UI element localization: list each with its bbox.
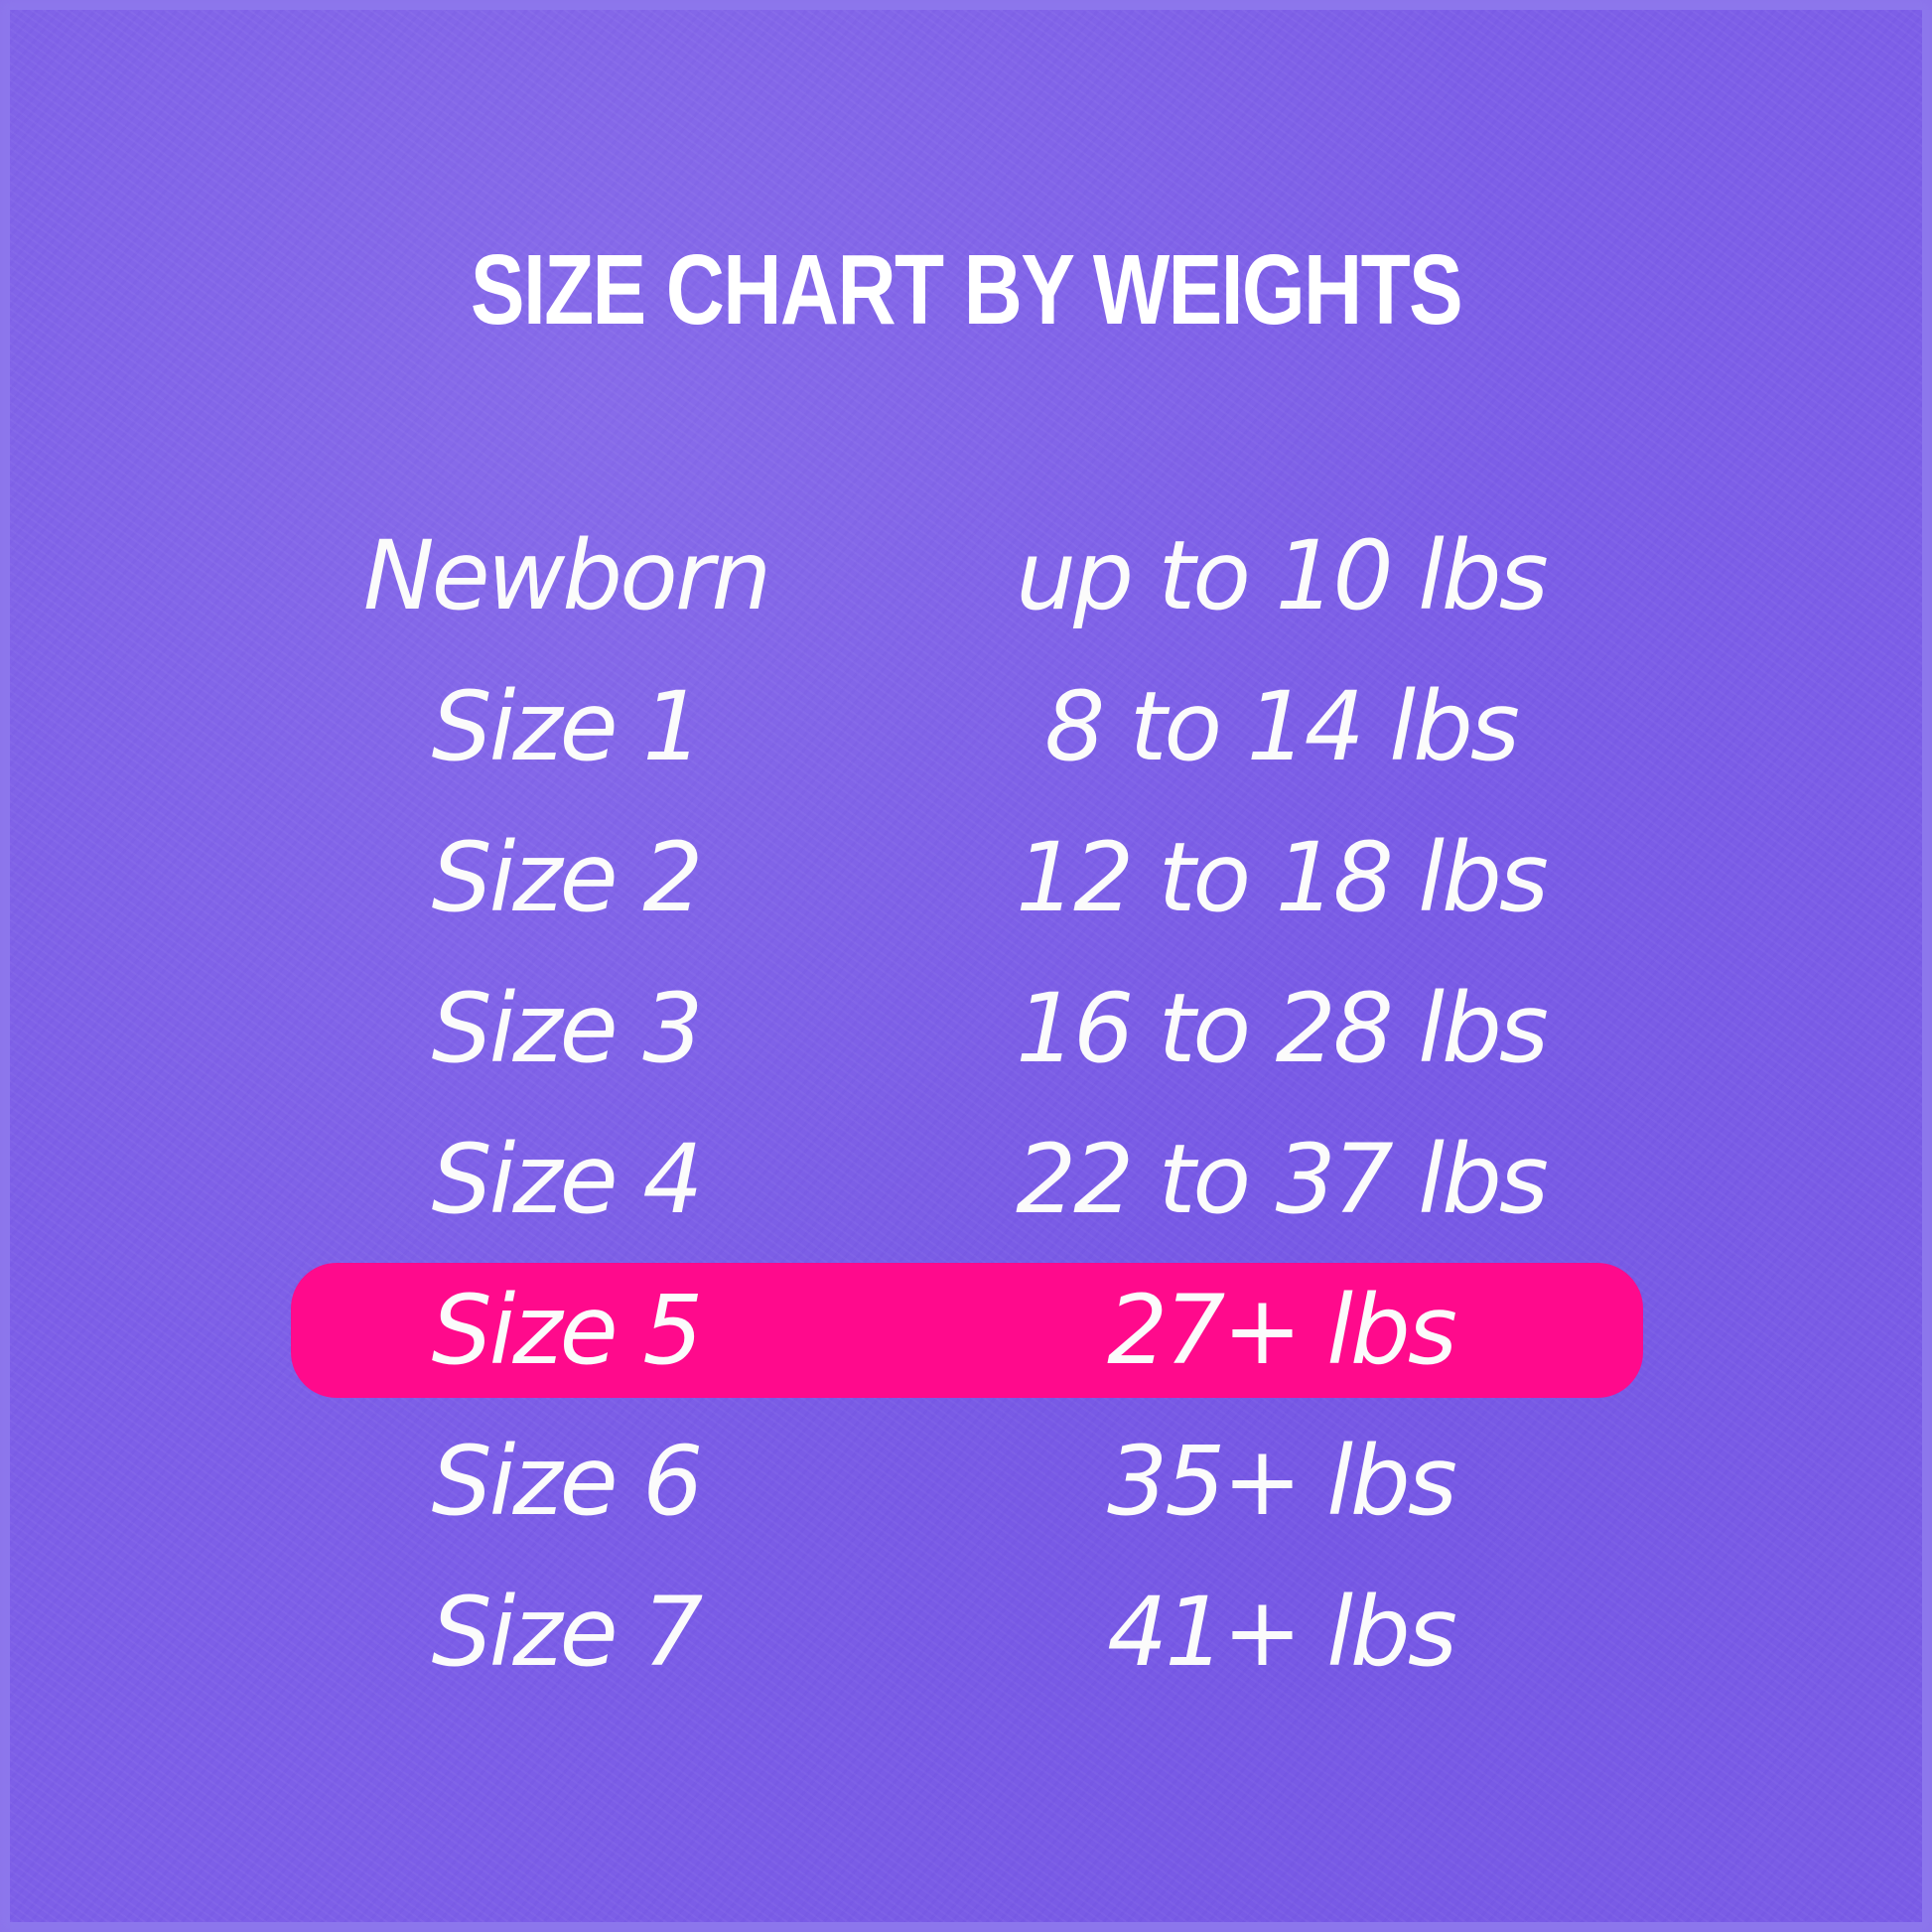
weight-range: 27+ lbs — [1107, 1275, 1457, 1386]
size-row: Size 1 8 to 14 lbs — [0, 659, 1932, 794]
size-row: Size 4 22 to 37 lbs — [0, 1112, 1932, 1247]
size-row-highlighted: Size 5 27+ lbs — [0, 1263, 1932, 1398]
fur-background — [10, 10, 1922, 1922]
size-label: Size 3 — [431, 973, 704, 1084]
size-row: Size 3 16 to 28 lbs — [0, 961, 1932, 1096]
size-row: Size 2 12 to 18 lbs — [0, 810, 1932, 945]
weight-range: up to 10 lbs — [1016, 520, 1548, 631]
size-row: Newborn up to 10 lbs — [0, 508, 1932, 643]
size-label: Size 6 — [431, 1426, 704, 1537]
size-row: Size 6 35+ lbs — [0, 1414, 1932, 1549]
weight-range: 22 to 37 lbs — [1016, 1124, 1549, 1235]
weight-range: 41+ lbs — [1107, 1577, 1457, 1688]
weight-range: 16 to 28 lbs — [1016, 973, 1549, 1084]
size-row: Size 7 41+ lbs — [0, 1565, 1932, 1700]
size-label: Newborn — [362, 520, 771, 631]
weight-range: 35+ lbs — [1107, 1426, 1457, 1537]
size-label: Size 2 — [431, 822, 704, 933]
size-label: Size 1 — [431, 671, 704, 782]
weight-range: 12 to 18 lbs — [1016, 822, 1549, 933]
size-label: Size 4 — [431, 1124, 704, 1235]
weight-range: 8 to 14 lbs — [1044, 671, 1520, 782]
size-label: Size 5 — [431, 1275, 704, 1386]
chart-title: SIZE CHART BY WEIGHTS — [470, 234, 1463, 345]
size-label: Size 7 — [431, 1577, 704, 1688]
